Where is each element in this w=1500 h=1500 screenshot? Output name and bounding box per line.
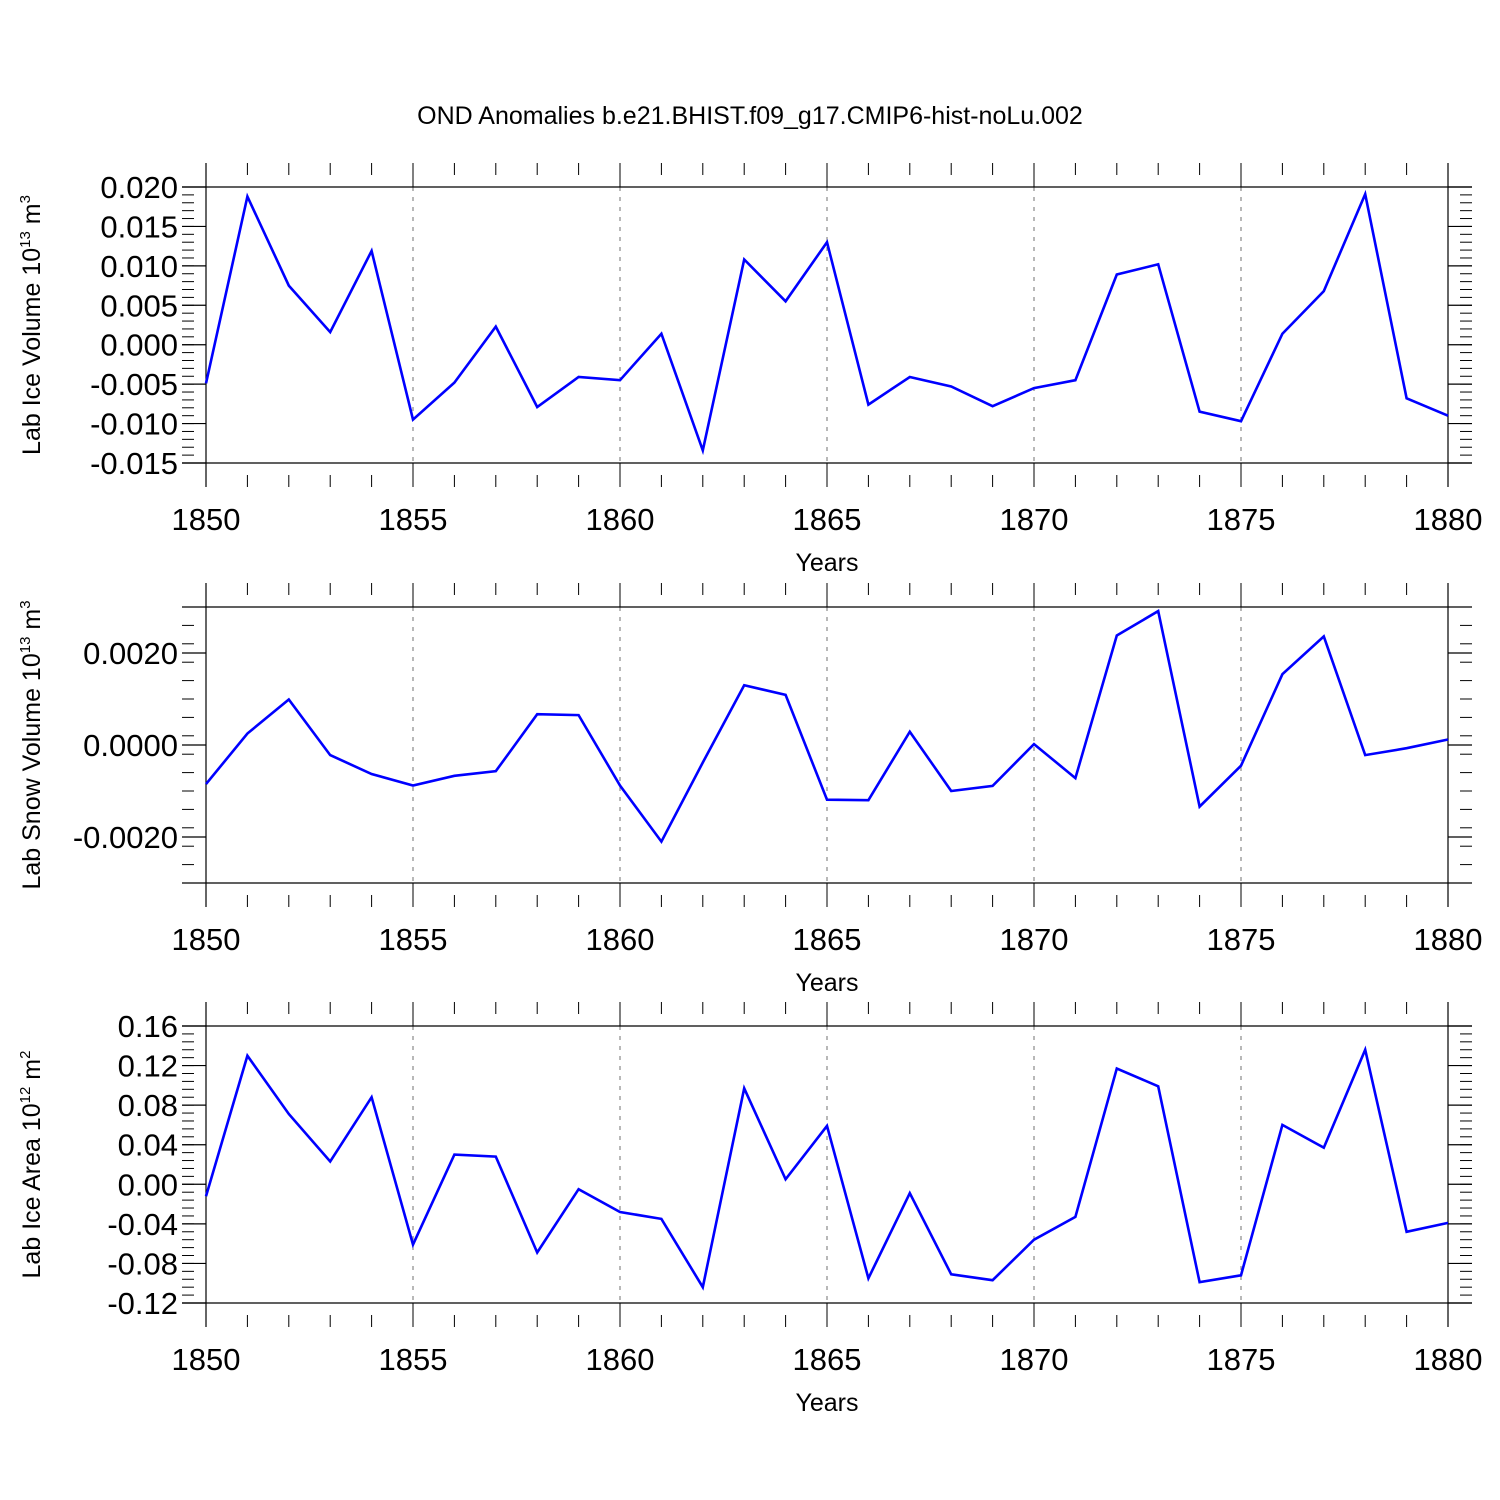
- x-tick-label: 1875: [1207, 922, 1276, 957]
- figure-title: OND Anomalies b.e21.BHIST.f09_g17.CMIP6-…: [417, 102, 1083, 130]
- y-tick-label: -0.015: [90, 446, 178, 481]
- y-tick-label: 0.12: [118, 1049, 178, 1084]
- x-tick-label: 1880: [1414, 1342, 1483, 1377]
- x-tick-label: 1865: [793, 922, 862, 957]
- y-tick-label: -0.005: [90, 367, 178, 402]
- y-tick-label: 0.015: [100, 209, 178, 244]
- x-tick-label: 1865: [793, 1342, 862, 1377]
- x-tick-label: 1855: [379, 502, 448, 537]
- y-tick-label: -0.010: [90, 407, 178, 442]
- y-tick-label: 0.005: [100, 288, 178, 323]
- x-tick-label: 1855: [379, 922, 448, 957]
- x-tick-label: 1880: [1414, 502, 1483, 537]
- x-axis-title: Years: [795, 549, 858, 577]
- y-axis-title: Lab Ice Volume 1013 m3: [17, 195, 46, 455]
- x-tick-label: 1875: [1207, 502, 1276, 537]
- y-axis-title-unit-exponent: 3: [17, 600, 34, 608]
- series-line: [204, 1045, 1449, 1291]
- y-tick-label: 0.0000: [83, 728, 178, 763]
- panel-snow-volume: -0.0020 0.0000 0.0020 1850 1855 1860 1865 1870 1…: [17, 583, 1482, 997]
- y-tick-label: 0.04: [118, 1128, 178, 1163]
- x-tick-label: 1880: [1414, 922, 1483, 957]
- x-tick-label: 1870: [1000, 1342, 1069, 1377]
- y-tick-label: -0.04: [107, 1207, 178, 1242]
- y-tick-label: -0.12: [107, 1286, 178, 1321]
- y-axis-title-unit-exponent: 3: [17, 195, 34, 203]
- x-axis-title: Years: [795, 1389, 858, 1417]
- y-tick-label: 0.16: [118, 1009, 178, 1044]
- y-axis-title-unit: m: [18, 609, 46, 637]
- y-axis-title-unit-exponent: 2: [17, 1051, 34, 1059]
- y-axis-title: Lab Snow Volume 1013 m3: [17, 600, 46, 889]
- y-tick-label: -0.08: [107, 1246, 178, 1281]
- y-tick-label: 0.0020: [83, 636, 178, 671]
- y-axis-title-unit: m: [18, 203, 46, 231]
- y-tick-label: 0.020: [100, 170, 178, 205]
- x-axis-title: Years: [795, 969, 858, 997]
- y-tick-label: 0.00: [118, 1167, 178, 1202]
- y-axis-title-exponent: 13: [17, 637, 34, 654]
- panel-ice-area: -0.12 -0.08 -0.04 0.00 0.04 0.08 0.12 0.16 1850 1…: [17, 1002, 1482, 1417]
- y-axis-title: Lab Ice Area 1012 m2: [17, 1051, 46, 1279]
- y-tick-label: 0.08: [118, 1088, 178, 1123]
- y-tick-label: 0.010: [100, 249, 178, 284]
- y-tick-label: -0.0020: [73, 820, 178, 855]
- x-tick-label: 1855: [379, 1342, 448, 1377]
- x-tick-label: 1850: [172, 1342, 241, 1377]
- x-tick-label: 1865: [793, 502, 862, 537]
- y-tick-label: 0.000: [100, 328, 178, 363]
- series-line: [204, 189, 1449, 456]
- x-tick-label: 1850: [172, 502, 241, 537]
- y-axis-title-unit: m: [18, 1059, 46, 1087]
- x-tick-label: 1860: [586, 502, 655, 537]
- y-axis-title-exponent: 12: [17, 1087, 34, 1104]
- y-axis-title-main: Lab Snow Volume 10: [18, 653, 46, 889]
- series-line: [204, 609, 1449, 845]
- x-tick-label: 1850: [172, 922, 241, 957]
- x-tick-label: 1870: [1000, 922, 1069, 957]
- y-axis-title-main: Lab Ice Area 10: [18, 1103, 46, 1278]
- x-tick-label: 1860: [586, 1342, 655, 1377]
- y-axis-title-exponent: 13: [17, 231, 34, 248]
- x-tick-label: 1875: [1207, 1342, 1276, 1377]
- y-axis-title-main: Lab Ice Volume 10: [18, 248, 46, 455]
- x-tick-label: 1860: [586, 922, 655, 957]
- panel-ice-volume: -0.015 -0.010 -0.005 0.000 0.005 0.010 0.015 0.…: [17, 163, 1482, 577]
- x-tick-label: 1870: [1000, 502, 1069, 537]
